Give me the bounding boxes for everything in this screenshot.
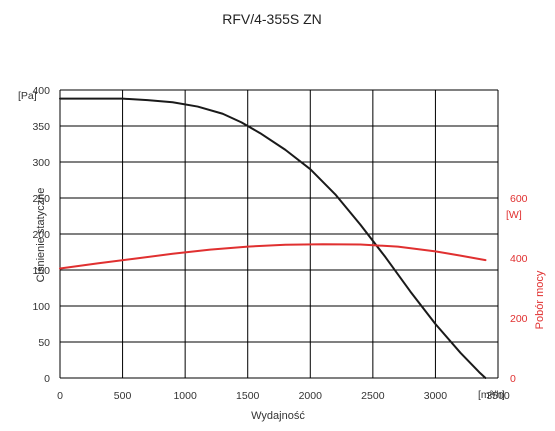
y-tick-label: 0	[44, 373, 50, 385]
y2-axis-unit: [W]	[506, 209, 522, 221]
y2-tick-label: 0	[510, 373, 516, 385]
x-tick-label: 1000	[173, 390, 197, 402]
y-tick-label: 50	[38, 337, 50, 349]
y-axis-label: Ciśnienie statyczne	[35, 188, 47, 283]
grid	[59, 89, 499, 379]
x-tick-label: 1500	[236, 390, 260, 402]
y-tick-label: 300	[32, 157, 50, 169]
pressure-curve-line	[59, 97, 487, 379]
y2-tick-label: 200	[510, 313, 528, 325]
x-tick-label: 500	[114, 390, 132, 402]
y-tick-label: 100	[32, 301, 50, 313]
y-tick-label: 200	[32, 229, 50, 241]
y2-axis-label: Pobór mocy	[534, 270, 546, 329]
x-tick-label: 2500	[361, 390, 385, 402]
x-tick-label: 3500	[486, 390, 510, 402]
x-axis-unit: [m³/h]	[478, 389, 505, 401]
y-tick-label: 400	[32, 85, 50, 97]
y-tick-label: 250	[32, 193, 50, 205]
chart-title: RFV/4-355S ZN	[222, 11, 322, 27]
x-tick-label: 0	[57, 390, 63, 402]
x-tick-label: 3000	[424, 390, 448, 402]
power-curve-line	[59, 243, 487, 270]
y2-tick-label: 600	[510, 193, 528, 205]
series	[59, 97, 487, 379]
y-tick-label: 350	[32, 121, 50, 133]
x-tick-label: 2000	[299, 390, 323, 402]
y-tick-label: 150	[32, 265, 50, 277]
x-axis-label: Wydajność	[251, 410, 305, 422]
y-axis-unit: [Pa]	[18, 90, 37, 102]
y2-tick-label: 400	[510, 253, 528, 265]
